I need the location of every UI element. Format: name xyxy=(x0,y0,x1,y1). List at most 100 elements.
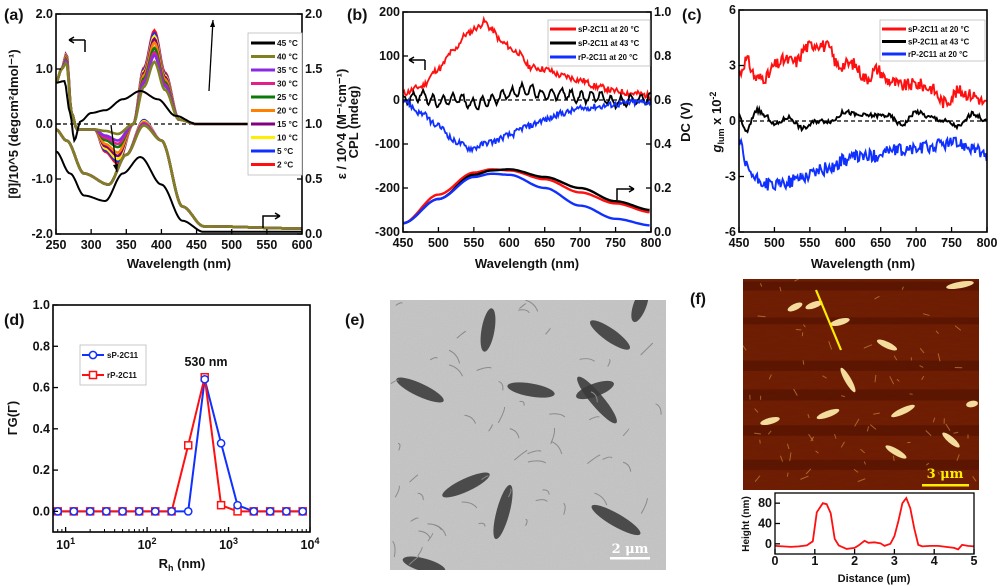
panel-e-tem-image: (e) 2 μm xyxy=(345,300,666,570)
panel-f-afm-image: (f) 3 μm 0 1 2 3 4 5 0 40 80 Distance (μm) Heigh… xyxy=(690,279,979,585)
panel-c-label: (c) xyxy=(682,7,702,24)
afm-small-fiber xyxy=(803,324,806,328)
x-tick-label: 450 xyxy=(186,238,207,252)
legend-entry: sP-2C11 at 43 °C xyxy=(908,38,970,47)
tem-fiber xyxy=(655,403,662,415)
afm-fiber xyxy=(946,281,974,289)
circle-marker xyxy=(134,507,144,516)
afm-fibers xyxy=(743,279,979,483)
arrowhead-icon xyxy=(113,164,118,172)
x-tick-label: 3 xyxy=(891,554,898,568)
tem-fiber xyxy=(390,379,400,385)
afm-scale-label: 3 μm xyxy=(927,467,964,482)
x-tick-label: 800 xyxy=(641,236,662,250)
trend-arrow-up xyxy=(208,19,214,92)
afm-small-fiber xyxy=(901,286,904,290)
afm-small-fiber xyxy=(925,462,930,466)
legend-entry: 10 °C xyxy=(277,133,298,143)
dls-curve xyxy=(57,379,303,513)
panel-e-label: (e) xyxy=(345,312,365,329)
dc-curve xyxy=(403,172,650,227)
y-tick-label: 0.4 xyxy=(33,422,50,436)
tem-aggregate xyxy=(576,380,614,400)
tem-aggregate xyxy=(631,300,649,323)
afm-small-fiber xyxy=(873,412,880,415)
tem-fiber xyxy=(409,474,419,483)
left-arrow-icon xyxy=(68,36,86,52)
afm-small-fiber xyxy=(786,472,789,477)
tem-fiber xyxy=(448,349,461,364)
panel-b-label: (b) xyxy=(347,7,367,24)
circle-marker xyxy=(200,374,210,384)
tem-fiber xyxy=(563,502,566,515)
circle-marker xyxy=(150,507,160,516)
x-tick-label: 350 xyxy=(116,238,137,252)
y-tick-label: 0.6 xyxy=(654,93,671,107)
circle-marker xyxy=(183,507,193,516)
y-tick-label: 0.0 xyxy=(36,117,53,131)
y-tick-label: 3 xyxy=(729,59,736,73)
circle-marker xyxy=(233,500,242,510)
y-tick-label: 0.6 xyxy=(33,381,50,395)
x-tick-label: 600 xyxy=(835,236,856,250)
x-tick-label: 102 xyxy=(138,536,157,552)
tem-fiber xyxy=(579,358,595,362)
y-tick-label: 100 xyxy=(379,49,400,63)
tem-aggregates xyxy=(390,300,662,570)
panel-d-peak-annotation: 530 nm xyxy=(184,355,227,369)
dc-curve xyxy=(403,168,650,225)
panel-d-label: (d) xyxy=(4,312,24,329)
tem-fiber xyxy=(640,342,654,356)
panel-f-label: (f) xyxy=(690,291,706,308)
x-tick-label: 700 xyxy=(906,236,927,250)
afm-small-fiber xyxy=(768,374,772,380)
tem-fiber xyxy=(622,461,632,472)
tem-fiber xyxy=(525,300,539,312)
legend-entry: sP-2C11 xyxy=(107,351,139,360)
y-tick-label: 0.0 xyxy=(33,504,50,518)
afm-scale-bar xyxy=(922,484,969,487)
tem-fiber xyxy=(408,555,420,566)
circle-marker xyxy=(85,507,95,516)
x-tick-label: 550 xyxy=(799,236,820,250)
circle-marker xyxy=(265,507,275,516)
circle-marker xyxy=(298,507,308,516)
panel-a-y2label: ε / 10^4 (M⁻¹cm⁻¹) xyxy=(334,69,349,180)
uv-curve-45C xyxy=(56,150,302,233)
tem-fiber xyxy=(525,518,528,526)
afm-small-fiber xyxy=(754,408,759,413)
legend-entry: rP-2C11 at 20 °C xyxy=(908,50,968,59)
square-marker xyxy=(183,441,193,450)
afm-scan-band xyxy=(743,425,979,436)
height-profile-curve xyxy=(775,496,974,551)
y-tick-label: 80 xyxy=(758,496,772,510)
tem-aggregate xyxy=(396,377,444,403)
legend-entry: rP-2C11 at 20 °C xyxy=(578,53,638,62)
afm-small-fiber xyxy=(793,388,798,396)
y-tick-label: 40 xyxy=(758,517,772,531)
afm-small-fiber xyxy=(840,441,845,448)
tem-fiber xyxy=(527,450,542,455)
panel-b-y2label: DC (V) xyxy=(678,102,693,142)
afm-small-fiber xyxy=(834,433,837,439)
x-tick-label: 500 xyxy=(764,236,785,250)
afm-small-fiber xyxy=(863,461,866,465)
afm-fiber xyxy=(885,445,907,459)
tem-fiber xyxy=(456,330,467,339)
x-tick-label: 103 xyxy=(219,536,238,552)
tem-aggregate xyxy=(507,382,555,398)
afm-small-fiber xyxy=(805,468,812,475)
afm-scan-band xyxy=(743,317,979,325)
afm-fiber xyxy=(760,416,780,426)
x-tick-label: 500 xyxy=(428,236,449,250)
x-tick-label: 650 xyxy=(534,236,555,250)
y-tick-label: 1.0 xyxy=(36,62,53,76)
afm-small-fiber xyxy=(919,365,924,368)
y-tick-label: 1.5 xyxy=(305,62,322,76)
right-arrow-icon xyxy=(262,212,281,228)
afm-small-fiber xyxy=(945,423,951,431)
legend-entry: 25 °C xyxy=(277,92,298,102)
y-tick-label: 0 xyxy=(729,114,736,128)
panel-b-xlabel: Wavelength (nm) xyxy=(475,256,579,271)
